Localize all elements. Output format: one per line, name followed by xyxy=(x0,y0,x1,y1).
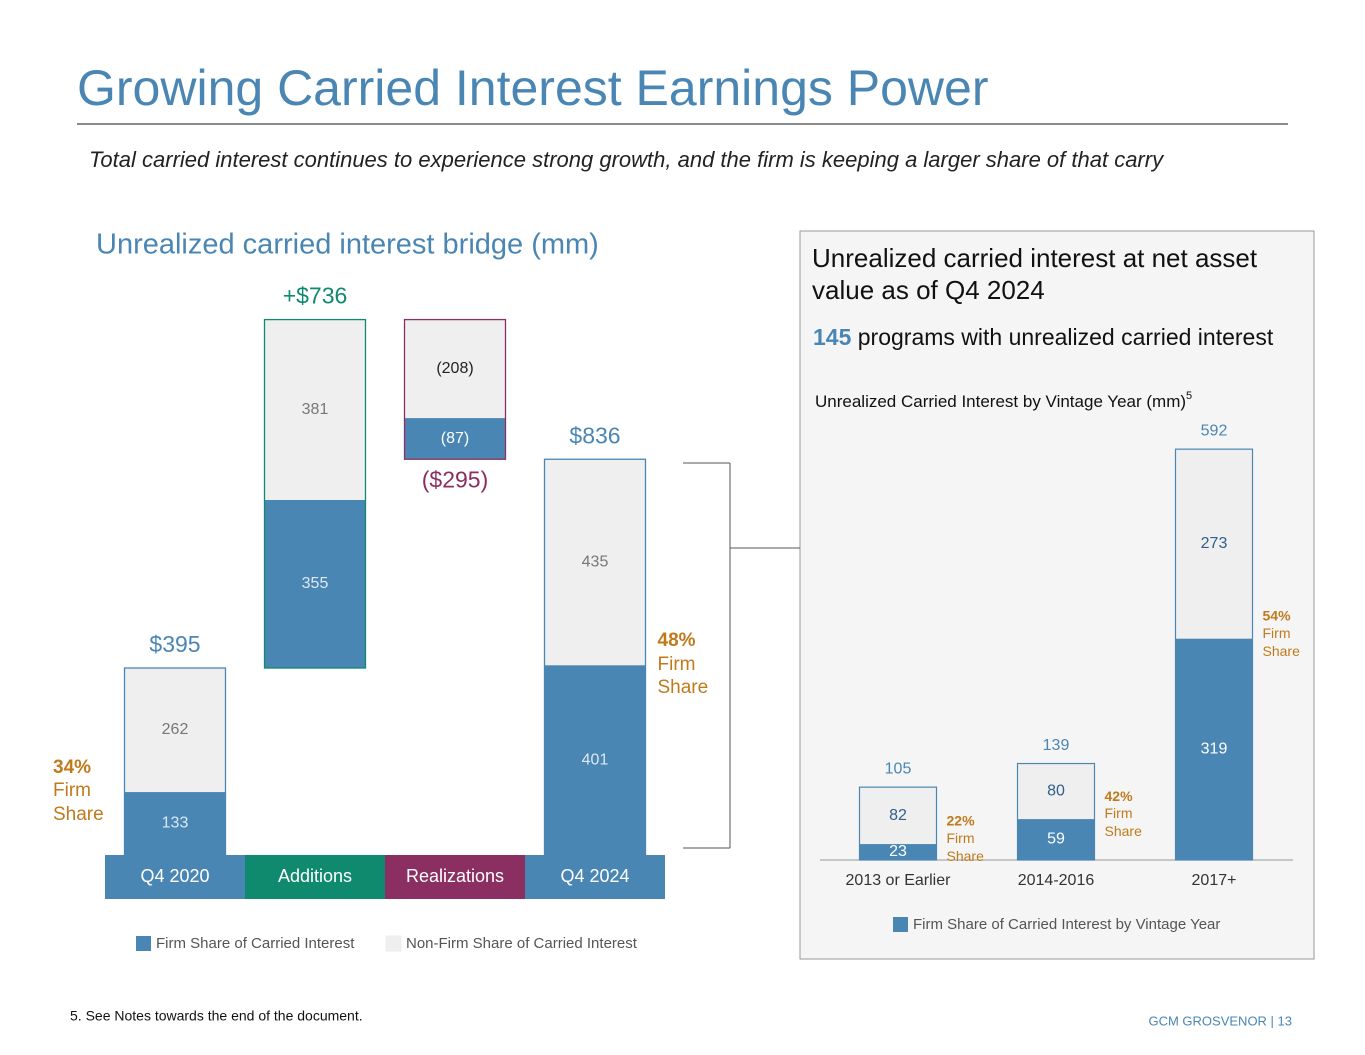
value-label: 319 xyxy=(1201,741,1228,758)
bar-segment xyxy=(1175,449,1253,639)
slide-title: Growing Carried Interest Earnings Power xyxy=(77,60,989,116)
brand: GCM GROSVENOR | 13 xyxy=(1148,1013,1292,1028)
legend-label: Firm Share of Carried Interest xyxy=(156,935,355,952)
firm-share-text: Firm Share xyxy=(946,830,984,864)
firm-share-box: Firm Share xyxy=(53,780,104,826)
x-tick-label: Realizations xyxy=(406,866,504,886)
category-box xyxy=(385,855,525,899)
firm-share-box: Firm Share xyxy=(1262,625,1300,659)
value-label: 273 xyxy=(1201,535,1228,552)
legend-swatch xyxy=(385,935,402,952)
chart-title: Unrealized Carried Interest by Vintage Y… xyxy=(815,390,1192,412)
value-label: 59 xyxy=(1047,831,1065,848)
total-label: $395 xyxy=(149,631,200,657)
footnote: 5. See Notes towards the end of the docu… xyxy=(70,1008,363,1024)
category-box xyxy=(245,855,385,899)
subtitle: Total carried interest continues to expe… xyxy=(89,147,1165,172)
x-tick-label: 2017+ xyxy=(1192,872,1237,889)
bar-outline xyxy=(123,667,227,856)
x-tick-label: Additions xyxy=(278,866,352,886)
bar-segment xyxy=(124,668,226,793)
bar-outline xyxy=(403,318,507,460)
category-box xyxy=(105,855,245,899)
firm-share-text: Firm Share xyxy=(1262,625,1300,659)
bar-segment xyxy=(544,459,646,666)
firm-share-value: 34% xyxy=(53,757,91,778)
value-label: 80 xyxy=(1047,783,1065,800)
bar-outline xyxy=(543,458,647,856)
value-label: 435 xyxy=(582,553,609,570)
firm-share-box: Firm Share xyxy=(946,830,984,864)
legend-label: Firm Share of Carried Interest by Vintag… xyxy=(913,916,1220,933)
value-label: 82 xyxy=(889,807,907,824)
firm-share-text: Firm Share xyxy=(53,780,104,826)
firm-share-text: Firm Share xyxy=(657,653,709,699)
total-label: +$736 xyxy=(283,283,348,309)
legend-swatch xyxy=(893,917,908,932)
bar-segment xyxy=(404,418,506,460)
x-tick-label: Q4 2020 xyxy=(140,866,209,886)
x-tick-label: 2014-2016 xyxy=(1018,872,1095,889)
bar-segment xyxy=(859,787,937,845)
bar-segment xyxy=(859,844,937,860)
firm-share-text: Firm Share xyxy=(1104,805,1142,839)
chart-title-text: Unrealized Carried Interest by Vintage Y… xyxy=(815,392,1186,411)
x-tick-label: 2013 or Earlier xyxy=(846,872,952,889)
value-label: 401 xyxy=(582,751,609,768)
panel-heading: Unrealized carried interest at net asset… xyxy=(812,243,1258,305)
total-label: $836 xyxy=(569,422,620,448)
legend-swatch xyxy=(136,936,151,951)
value-label: 133 xyxy=(162,815,189,832)
value-label: (208) xyxy=(436,360,473,377)
bar-segment xyxy=(124,792,226,855)
bar-segment xyxy=(264,499,366,669)
bar-outline xyxy=(858,786,938,861)
bar-segment xyxy=(264,319,366,500)
value-label: 355 xyxy=(302,575,329,592)
total-label: 139 xyxy=(1043,737,1070,754)
bar-segment xyxy=(1175,638,1253,860)
bar-segment xyxy=(544,665,646,855)
bar-segment xyxy=(1017,763,1095,820)
firm-share-box: Firm Share xyxy=(657,653,709,699)
bar-outline xyxy=(1016,762,1096,861)
chart-title: Unrealized carried interest bridge (mm) xyxy=(96,229,599,261)
programs-text: programs with unrealized carried interes… xyxy=(858,324,1274,350)
programs-line: 145 programs with unrealized carried int… xyxy=(813,324,1274,350)
firm-share-value: 54% xyxy=(1263,607,1292,623)
bar-outline xyxy=(263,318,367,669)
bar-segment xyxy=(1017,819,1095,860)
programs-count: 145 xyxy=(813,324,852,350)
title-note: 5 xyxy=(1186,390,1192,402)
bar-outline xyxy=(1174,448,1254,861)
total-label: 105 xyxy=(885,760,912,777)
firm-share-value: 48% xyxy=(658,630,696,651)
firm-share-value: 22% xyxy=(947,813,976,829)
value-label: 23 xyxy=(889,843,907,860)
firm-share-box: Firm Share xyxy=(1104,805,1142,839)
total-label: 592 xyxy=(1201,422,1228,439)
firm-share-value: 42% xyxy=(1105,788,1134,804)
panel-heading-box: Unrealized carried interest at net asset… xyxy=(812,243,1258,305)
value-label: 381 xyxy=(302,401,329,418)
legend-label: Non-Firm Share of Carried Interest xyxy=(406,935,638,952)
x-tick-label: Q4 2024 xyxy=(560,866,629,886)
bar-segment xyxy=(404,319,506,419)
value-label: (87) xyxy=(441,430,469,447)
category-box xyxy=(525,855,665,899)
total-label: ($295) xyxy=(422,466,488,492)
value-label: 262 xyxy=(162,721,189,738)
